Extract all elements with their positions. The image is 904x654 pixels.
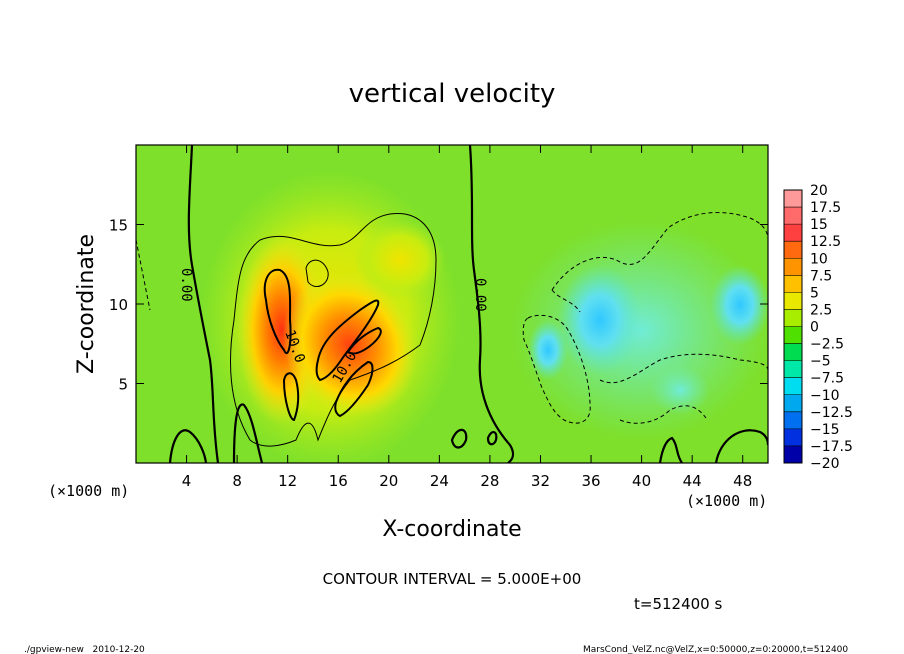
contour-label: 0.00 [472,278,488,312]
x-tick-label: 4 [182,472,192,490]
downdraft-core-3 [710,265,768,345]
x-axis-label: X-coordinate [382,517,521,542]
x-tick-label: 12 [278,472,297,490]
colorbar-label: 2.5 [810,302,832,318]
y-axis: 5 10 15 [109,217,768,394]
y-tick-label: 15 [109,217,128,235]
colorbar-label: 12.5 [810,234,841,250]
time-text: t=512400 s [634,595,722,613]
colorbar-swatch [784,326,802,345]
colorbar-swatch [784,377,802,396]
zero-contours [168,145,768,463]
colorbar-swatch [784,394,802,413]
colorbar-label: −5 [810,354,831,370]
downdraft-core-4 [650,365,710,415]
updraft-core-right [282,272,418,418]
positive-contours-thin [230,213,437,447]
colorbar-swatch [784,224,802,242]
colorbar-swatch [784,343,802,362]
colorbar-swatch [784,445,802,464]
colorbar-swatch [784,241,802,259]
x-tick-label: 24 [430,472,449,490]
colorbar-label: −12.5 [810,405,853,421]
contour-interval-text: CONTOUR INTERVAL = 5.000E+00 [323,570,582,588]
x-tick-label: 8 [232,472,242,490]
colorbar-swatch [784,428,802,447]
footer-left: ./gpview-new 2010-12-20 [24,645,145,654]
colorbar-label: 17.5 [810,200,841,216]
y-axis-label: Z-coordinate [74,234,99,374]
colorbar-label: −10 [810,388,840,404]
x-axis: 4 8 12 16 20 24 28 32 36 40 44 48 [182,145,752,490]
colorbar-label: −7.5 [810,371,844,387]
colorbar-label: −15 [810,422,840,438]
downdraft-core-1 [558,265,642,375]
colorbar-label: 0 [810,320,819,336]
colorbar-swatch [784,275,802,293]
z-unit-label: (×1000 m) [48,482,129,500]
colorbar-label: 7.5 [810,268,832,284]
colorbar-label: −2.5 [810,337,844,353]
colorbar-swatch [784,309,802,327]
y-tick-label: 5 [118,376,128,394]
colorbar-swatch [784,190,802,208]
plot-area [136,145,768,463]
x-tick-label: 20 [379,472,398,490]
x-tick-label: 44 [683,472,702,490]
x-tick-label: 16 [329,472,348,490]
colorbar-label: 20 [810,183,828,199]
downdraft-core-2 [528,320,568,380]
chart-title: vertical velocity [349,79,556,109]
colorbar-label: 5 [810,285,819,301]
colorbar-swatch [784,360,802,379]
x-tick-label: 40 [632,472,651,490]
x-tick-label: 28 [480,472,499,490]
colorbar-swatch [784,207,802,225]
contour-label: 0.00 [178,268,194,302]
colorbar-swatch [784,258,802,276]
ten-contours [263,268,382,422]
colorbar-swatch [784,292,802,310]
x-tick-label: 48 [733,472,752,490]
x-tick-label: 36 [581,472,600,490]
negative-contours [136,212,768,424]
colorbar-label: 15 [810,217,828,233]
footer-right: MarsCond_VelZ.nc@VelZ,x=0:50000,z=0:2000… [583,645,848,654]
colorbar-label: −20 [810,456,840,472]
warm-region-upper [355,220,445,300]
colorbar-swatch [784,411,802,430]
colorbar-label: −17.5 [810,439,853,455]
y-tick-label: 10 [109,296,128,314]
x-tick-label: 32 [531,472,550,490]
colorbar-label: 10 [810,251,828,267]
x-unit-label: (×1000 m) [686,492,767,510]
